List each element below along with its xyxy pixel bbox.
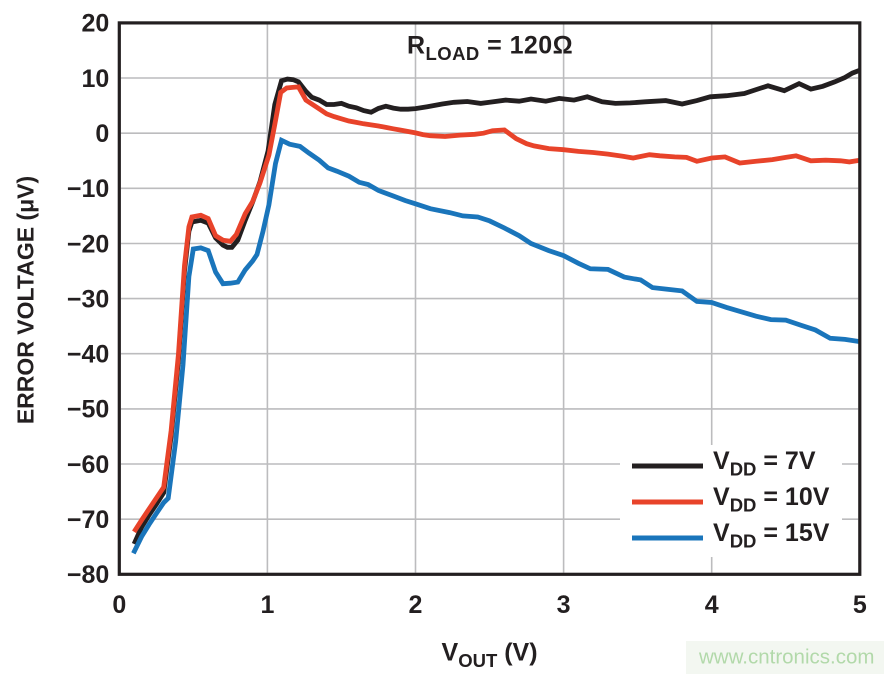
- svg-text:−20: −20: [67, 230, 109, 258]
- svg-text:0: 0: [112, 591, 126, 619]
- svg-text:−70: −70: [67, 506, 109, 534]
- svg-text:4: 4: [705, 591, 719, 619]
- svg-text:VDD = 7V: VDD = 7V: [713, 447, 816, 480]
- svg-text:ERROR VOLTAGE (μV): ERROR VOLTAGE (μV): [13, 176, 39, 424]
- svg-text:−30: −30: [67, 285, 109, 313]
- svg-text:www.cntronics.com: www.cntronics.com: [698, 646, 874, 669]
- svg-text:−80: −80: [67, 561, 109, 589]
- svg-text:−60: −60: [67, 451, 109, 479]
- svg-text:1: 1: [260, 591, 274, 619]
- svg-text:−40: −40: [67, 341, 109, 369]
- svg-text:3: 3: [557, 591, 571, 619]
- svg-text:5: 5: [853, 591, 867, 619]
- svg-text:20: 20: [81, 10, 109, 38]
- svg-text:−50: −50: [67, 396, 109, 424]
- svg-text:10: 10: [81, 65, 109, 93]
- svg-text:0: 0: [95, 120, 109, 148]
- svg-text:2: 2: [409, 591, 423, 619]
- svg-text:RLOAD = 120Ω: RLOAD = 120Ω: [407, 32, 573, 64]
- svg-text:−10: −10: [67, 175, 109, 203]
